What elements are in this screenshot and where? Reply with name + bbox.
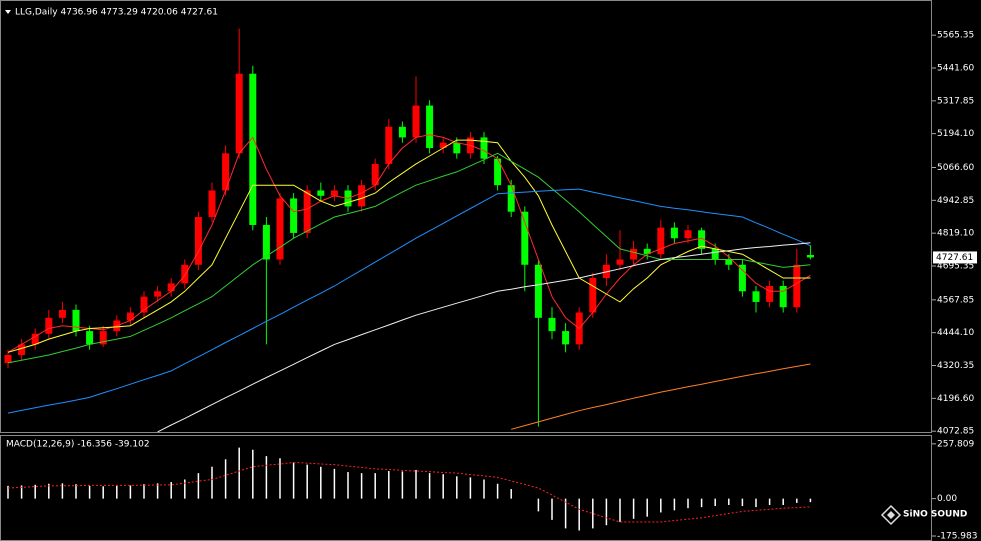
candle-body xyxy=(222,153,230,191)
y-tick-label: 5066.60 xyxy=(937,163,974,173)
y-tick-label: 4196.60 xyxy=(937,394,974,404)
y-tick-label: 5565.35 xyxy=(937,31,974,41)
candle-body xyxy=(31,333,39,345)
main-pane-frame xyxy=(0,0,932,433)
moving-average xyxy=(7,134,811,353)
candle-body xyxy=(684,230,692,239)
candle-body xyxy=(711,248,719,260)
watermark: SiNO SOUND xyxy=(880,504,967,526)
candle-body xyxy=(793,264,801,308)
candle-body xyxy=(398,126,406,138)
candle-body xyxy=(616,259,624,265)
y-tick-label: 0.00 xyxy=(937,494,957,504)
candle-body xyxy=(140,296,148,313)
y-tick-label: 5317.85 xyxy=(937,96,974,106)
y-tick-label: 4320.35 xyxy=(937,361,974,371)
y-tick-label: 4942.85 xyxy=(937,196,974,206)
candle-body xyxy=(657,227,665,255)
candle-body xyxy=(262,224,270,260)
chart-title: LLG,Daily 4736.96 4773.29 4720.06 4727.6… xyxy=(15,8,218,18)
moving-average xyxy=(157,242,811,433)
moving-average xyxy=(7,188,811,414)
candle-body xyxy=(643,248,651,255)
candle-body xyxy=(480,137,488,159)
candle-body xyxy=(371,163,379,186)
candle-body xyxy=(548,317,556,332)
candle-body xyxy=(358,185,366,207)
candle-body xyxy=(806,254,814,258)
menu-triangle xyxy=(5,10,11,14)
price-tag: 4727.61 xyxy=(936,253,973,263)
candle-body xyxy=(276,198,284,260)
candle-body xyxy=(494,158,502,186)
candle-body xyxy=(412,105,420,138)
y-tick-label: 4444.10 xyxy=(937,328,974,338)
watermark-icon-core xyxy=(887,511,895,519)
candle-body xyxy=(426,105,434,149)
candle-body xyxy=(589,278,597,313)
candle-body xyxy=(126,312,134,321)
candle-body xyxy=(752,291,760,302)
candle-body xyxy=(181,264,189,284)
y-tick-label: 5441.60 xyxy=(937,63,974,73)
y-tick-label: 5194.10 xyxy=(937,129,974,139)
candle-body xyxy=(18,344,26,355)
candle-body xyxy=(99,331,107,345)
candle-body xyxy=(235,73,243,154)
price-tag-box xyxy=(933,251,977,264)
moving-average xyxy=(511,363,811,430)
candle-body xyxy=(303,190,311,233)
candle-body xyxy=(562,331,570,345)
y-tick-label: -175.983 xyxy=(937,532,977,541)
moving-average xyxy=(7,152,811,364)
candle-body xyxy=(290,198,298,233)
candle-body xyxy=(507,185,515,212)
y-tick-label: 4567.85 xyxy=(937,295,974,305)
candle-body xyxy=(249,73,257,225)
candle-body xyxy=(330,190,338,196)
y-tick-label: 257.809 xyxy=(937,439,974,449)
candle-body xyxy=(698,230,706,249)
candle-body xyxy=(4,354,12,363)
candle-body xyxy=(385,126,393,164)
signal-line xyxy=(7,461,811,523)
candle-body xyxy=(670,227,678,239)
candle-body xyxy=(534,264,542,318)
candle-body xyxy=(317,190,325,196)
candle-body xyxy=(766,285,774,302)
candle-body xyxy=(521,211,529,265)
candle-body xyxy=(45,317,53,334)
y-tick-label: 4072.85 xyxy=(937,427,974,437)
y-tick-label: 4819.10 xyxy=(937,229,974,239)
watermark-text: SiNO SOUND xyxy=(903,510,967,520)
candle-body xyxy=(630,248,638,260)
candle-body xyxy=(86,331,94,345)
candle-body xyxy=(439,142,447,149)
candle-body xyxy=(72,309,80,332)
watermark-icon xyxy=(880,504,902,526)
candle-body xyxy=(725,259,733,265)
candle-body xyxy=(453,142,461,154)
candle-body xyxy=(194,217,202,265)
candle-body xyxy=(208,190,216,218)
candle-body xyxy=(167,283,175,292)
candle-body xyxy=(58,309,66,318)
candle-body xyxy=(738,264,746,292)
y-tick-label: 4695.35 xyxy=(937,262,974,272)
candle-body xyxy=(154,291,162,297)
macd-title: MACD(12,26,9) -16.356 -39.102 xyxy=(6,440,150,450)
candle-body xyxy=(779,285,787,308)
